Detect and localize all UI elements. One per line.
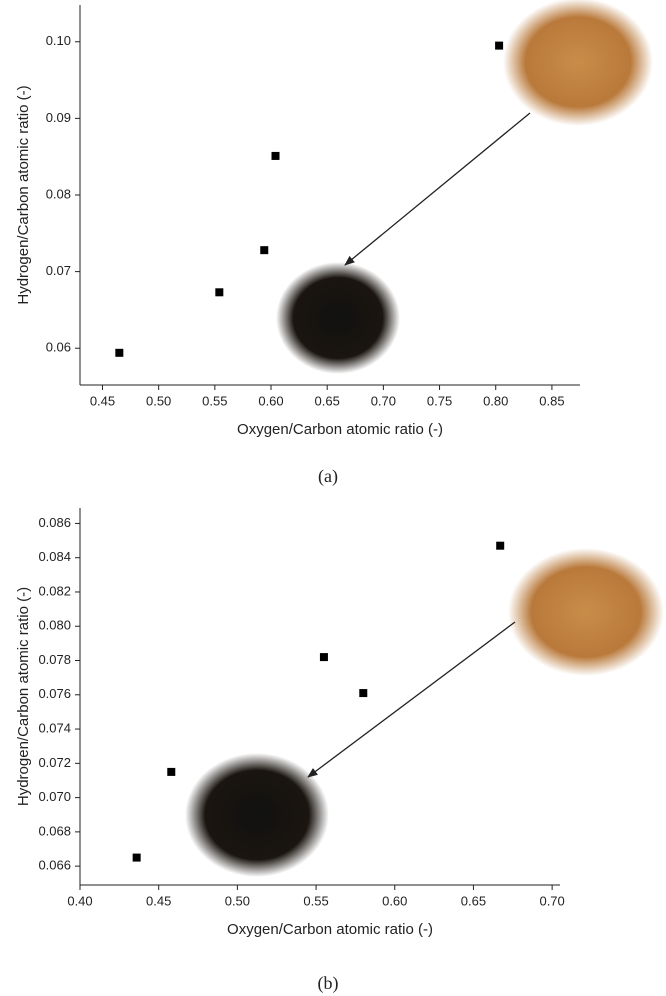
point xyxy=(115,348,124,357)
point xyxy=(260,246,269,255)
y-tick-label: 0.082 xyxy=(38,583,71,598)
x-tick-label: 0.40 xyxy=(67,893,92,908)
x-tick-label: 0.70 xyxy=(371,393,396,408)
y-tick-label: 0.10 xyxy=(46,33,71,48)
arrow xyxy=(344,112,531,266)
x-tick-label: 0.75 xyxy=(427,393,452,408)
y-tick-label: 0.09 xyxy=(46,110,71,125)
sample-photo xyxy=(185,753,329,877)
caption: (a) xyxy=(318,466,338,487)
y-axis-title: Hydrogen/Carbon atomic ratio (-) xyxy=(15,587,32,806)
sample-photo xyxy=(276,262,400,374)
sample-photo xyxy=(508,548,664,676)
caption: (b) xyxy=(318,973,339,994)
y-tick-label: 0.066 xyxy=(38,858,71,873)
x-axis-title: Oxygen/Carbon atomic ratio (-) xyxy=(237,421,443,438)
y-axis-title: Hydrogen/Carbon atomic ratio (-) xyxy=(15,85,32,304)
point xyxy=(215,288,224,297)
x-tick-label: 0.45 xyxy=(146,893,171,908)
x-tick-label: 0.65 xyxy=(315,393,340,408)
y-tick-label: 0.084 xyxy=(38,549,71,564)
x-tick-label: 0.80 xyxy=(483,393,508,408)
x-tick-label: 0.85 xyxy=(539,393,564,408)
point xyxy=(359,689,368,698)
x-axis-title: Oxygen/Carbon atomic ratio (-) xyxy=(227,921,433,938)
y-tick-label: 0.086 xyxy=(38,515,71,530)
y-tick-label: 0.06 xyxy=(46,340,71,355)
sample-photo xyxy=(503,0,653,126)
x-tick-label: 0.70 xyxy=(539,893,564,908)
y-tick-label: 0.07 xyxy=(46,263,71,278)
y-tick-label: 0.076 xyxy=(38,686,71,701)
point xyxy=(271,151,280,160)
point xyxy=(319,653,328,662)
x-tick-label: 0.60 xyxy=(258,393,283,408)
y-tick-label: 0.078 xyxy=(38,652,71,667)
x-tick-label: 0.55 xyxy=(303,893,328,908)
x-tick-label: 0.55 xyxy=(202,393,227,408)
x-tick-label: 0.65 xyxy=(461,893,486,908)
point xyxy=(167,767,176,776)
y-tick-label: 0.08 xyxy=(46,186,71,201)
x-tick-label: 0.50 xyxy=(146,393,171,408)
y-tick-label: 0.070 xyxy=(38,789,71,804)
x-tick-label: 0.60 xyxy=(382,893,407,908)
point xyxy=(132,853,141,862)
point xyxy=(495,41,504,50)
arrow xyxy=(307,621,516,778)
y-tick-label: 0.074 xyxy=(38,720,71,735)
y-tick-label: 0.068 xyxy=(38,823,71,838)
x-tick-label: 0.45 xyxy=(90,393,115,408)
y-tick-label: 0.080 xyxy=(38,618,71,633)
x-tick-label: 0.50 xyxy=(225,893,250,908)
y-tick-label: 0.072 xyxy=(38,755,71,770)
point xyxy=(496,541,505,550)
